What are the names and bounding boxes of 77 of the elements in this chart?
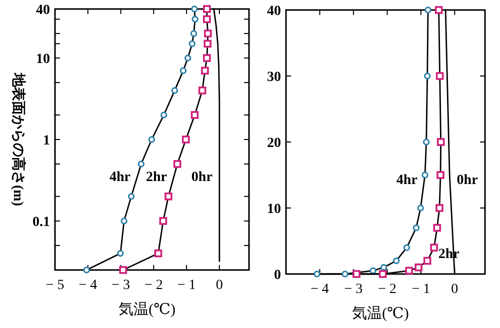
- point: [164, 192, 172, 200]
- point: [148, 136, 156, 143]
- x-axis-title: 気温(℃): [118, 301, 176, 318]
- point: [117, 250, 124, 257]
- point: [160, 112, 168, 118]
- y-tick-label: 10: [267, 202, 281, 217]
- point: [192, 16, 198, 23]
- point: [120, 218, 128, 224]
- point: [198, 86, 206, 94]
- point: [180, 67, 187, 74]
- x-tick-label: − 1: [412, 282, 430, 297]
- point: [405, 266, 414, 275]
- y-tick-label: 1: [43, 134, 50, 148]
- point: [436, 171, 444, 179]
- point: [436, 138, 445, 146]
- x-tick-label: 0: [451, 282, 458, 297]
- x-tick-label: − 4: [78, 278, 98, 293]
- point: [436, 72, 444, 80]
- point: [434, 6, 443, 14]
- point: [190, 30, 198, 37]
- point: [204, 30, 212, 38]
- point: [422, 172, 428, 178]
- point: [417, 204, 424, 212]
- y-tick-label: 0.1: [32, 214, 50, 230]
- point: [436, 204, 444, 212]
- y-tick-label: 10: [36, 52, 50, 68]
- x-tick-label: − 1: [177, 278, 196, 293]
- y-tick-label: 40: [267, 4, 281, 19]
- point: [412, 224, 420, 232]
- point: [392, 257, 400, 264]
- point: [201, 66, 209, 75]
- series-label: 0hr: [456, 172, 478, 188]
- point: [190, 111, 199, 119]
- point: [424, 72, 431, 80]
- point: [171, 87, 178, 94]
- point: [182, 136, 190, 144]
- point: [203, 15, 211, 24]
- y-axis-title: 地表面からの高さ(m): [10, 72, 27, 206]
- point: [203, 54, 211, 62]
- point: [188, 40, 196, 48]
- point: [154, 249, 162, 258]
- point: [203, 5, 211, 13]
- y-tick-label: 30: [267, 70, 281, 85]
- point: [184, 54, 192, 62]
- x-tick-label: − 2: [144, 278, 163, 293]
- series-label: 4hr: [396, 172, 418, 188]
- point: [433, 224, 442, 232]
- series-label: 2hr: [146, 170, 168, 186]
- x-tick-label: − 3: [344, 282, 363, 297]
- point: [380, 264, 388, 271]
- point: [352, 270, 360, 278]
- point: [370, 267, 376, 274]
- point: [414, 264, 422, 272]
- point: [422, 138, 430, 146]
- x-axis-title: 気温(℃): [352, 305, 409, 322]
- point: [173, 160, 182, 168]
- point: [403, 244, 410, 251]
- point: [378, 270, 387, 278]
- y-tick-label: 20: [267, 136, 281, 151]
- point: [424, 6, 432, 14]
- y-tick-label: 40: [36, 3, 50, 18]
- point: [204, 40, 212, 48]
- y-tick-label: 0: [274, 268, 281, 283]
- point: [191, 6, 198, 12]
- point: [159, 217, 168, 225]
- x-tick-label: 0: [216, 278, 223, 293]
- series-label: 0hr: [191, 170, 212, 186]
- x-tick-label: − 3: [112, 278, 130, 293]
- point: [430, 244, 438, 252]
- point: [138, 160, 144, 168]
- point: [128, 193, 135, 200]
- point: [423, 256, 432, 265]
- x-tick-label: − 2: [378, 282, 396, 297]
- x-tick-label: − 5: [46, 278, 64, 293]
- x-tick-label: − 4: [310, 282, 329, 297]
- point: [342, 270, 348, 278]
- series-label: 4hr: [109, 170, 130, 186]
